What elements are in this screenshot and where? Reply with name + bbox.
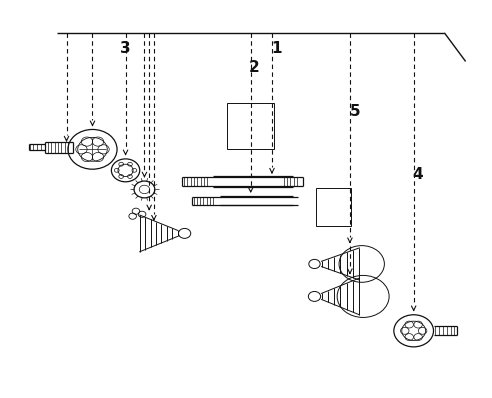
Text: 4: 4: [412, 167, 423, 181]
Text: 5: 5: [349, 103, 360, 119]
Text: 2: 2: [249, 60, 260, 75]
Text: 3: 3: [120, 41, 131, 56]
Bar: [316, 187, 351, 226]
Text: 1: 1: [272, 41, 282, 56]
Bar: [227, 103, 275, 149]
